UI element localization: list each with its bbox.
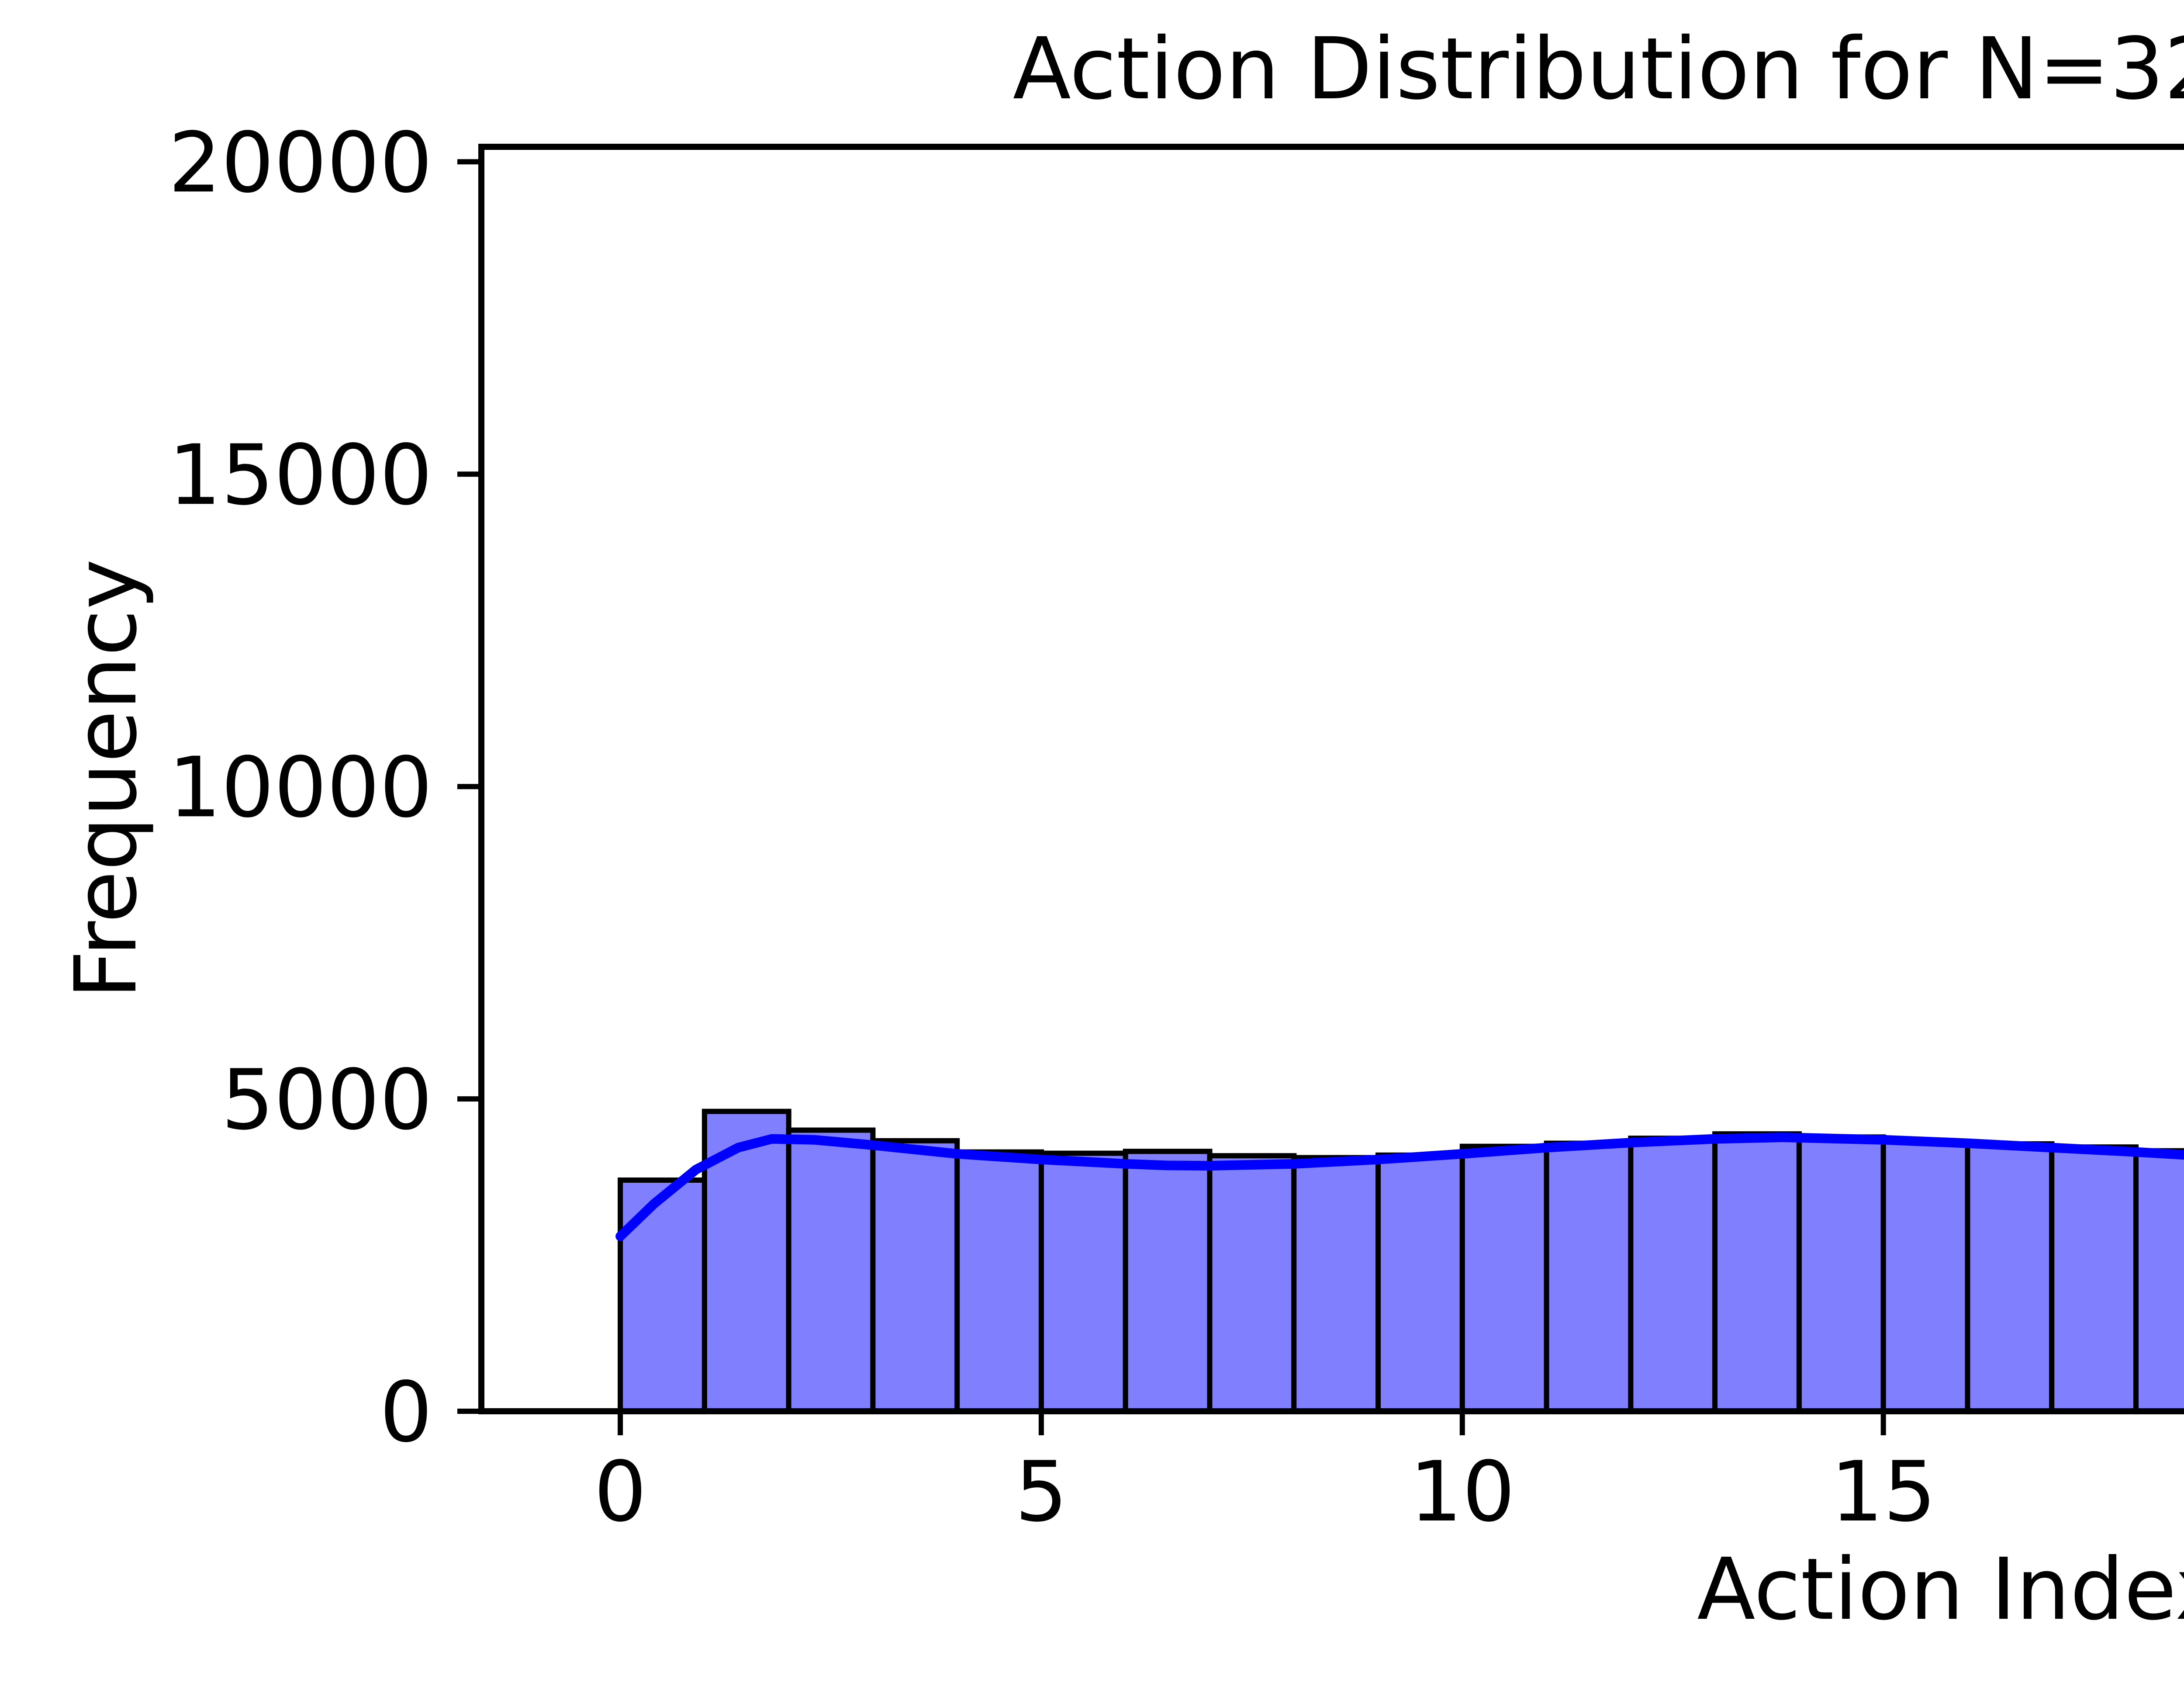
histogram-bar — [870, 1138, 960, 1414]
histogram-bar — [1628, 1136, 1718, 1414]
histogram-bar — [2049, 1144, 2139, 1414]
histogram-bar — [1712, 1131, 1802, 1414]
plot-frame — [478, 144, 2184, 1414]
x-tick-label: 5 — [1015, 1444, 1068, 1540]
x-tick-label: 10 — [1410, 1444, 1515, 1540]
histogram-bar — [1123, 1149, 1213, 1414]
kde-curve-layer — [615, 1132, 2184, 1241]
y-tick-label: 15000 — [169, 427, 432, 523]
plot-frame-layer — [478, 144, 2184, 1414]
axis-tick-labels: 05101520253005000100001500020000 — [169, 114, 1936, 1540]
axis-ticks — [457, 159, 1886, 1435]
x-tick-label: 15 — [1831, 1444, 1936, 1540]
histogram-bar — [1965, 1141, 2055, 1414]
histogram-bar — [1796, 1134, 1886, 1414]
y-tick-label: 20000 — [169, 114, 432, 211]
histogram-bar — [618, 1177, 707, 1414]
histogram-bar — [1880, 1139, 1970, 1414]
histogram-bars — [618, 1108, 2184, 1414]
histogram-bar — [954, 1149, 1044, 1414]
chart-title: Action Distribution for N=32 (1000 sampl… — [1013, 19, 2184, 118]
x-tick-label: 0 — [594, 1444, 647, 1540]
x-axis-label: Action Index — [1697, 1540, 2184, 1639]
y-tick-label: 5000 — [221, 1052, 432, 1148]
histogram-bar — [1207, 1153, 1297, 1414]
histogram-bar — [1038, 1150, 1128, 1414]
y-tick-label: 0 — [380, 1364, 432, 1461]
histogram-bar — [1375, 1152, 1465, 1414]
y-tick-label: 10000 — [169, 739, 432, 836]
histogram-bar — [1459, 1143, 1549, 1414]
y-axis-label: Frequency — [56, 559, 156, 999]
histogram-bar — [1544, 1140, 1634, 1414]
histogram-bar — [1291, 1155, 1381, 1414]
histogram-bar — [786, 1127, 876, 1414]
kde-curve — [615, 1132, 2184, 1241]
histogram-bar — [2133, 1148, 2184, 1414]
